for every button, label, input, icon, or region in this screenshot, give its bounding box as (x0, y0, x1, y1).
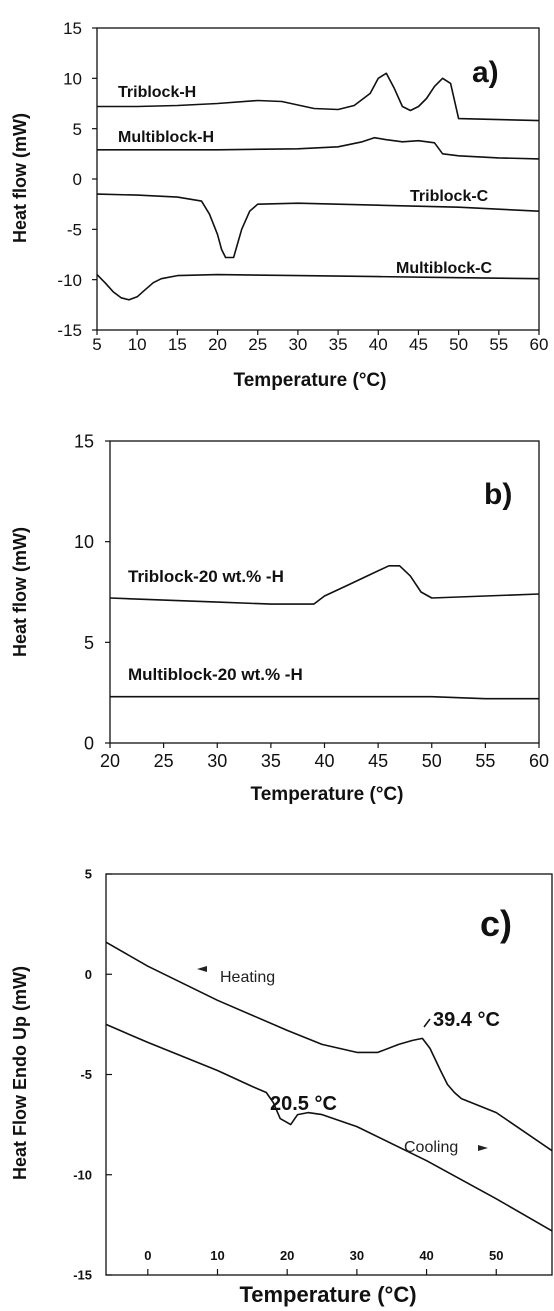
x-tick-label: 30 (350, 1248, 364, 1263)
panel-c-series (105, 941, 553, 1232)
y-tick-label: 0 (85, 967, 92, 982)
panel-a: -15 -10 -5 0 5 10 15 5 10 15 20 25 30 35 40 45 50 55 60 a… (10, 19, 548, 391)
series-line-triblock-h (97, 72, 540, 122)
panel-b-y-axis-label: Heat flow (mW) (10, 527, 30, 657)
x-tick-label: 45 (368, 751, 388, 771)
panel-a-x-ticks: 5 10 15 20 25 30 35 40 45 50 55 60 (92, 330, 548, 354)
x-tick-label: 40 (369, 335, 388, 354)
y-tick-label: 10 (74, 532, 94, 552)
x-tick-label: 50 (422, 751, 442, 771)
series-label-triblock-h: Triblock-H (118, 84, 196, 101)
x-tick-label: 20 (208, 335, 227, 354)
series-line-multiblock-20-wt-h (110, 695, 539, 700)
series-line-triblock-c (96, 193, 540, 259)
x-tick-label: 30 (288, 335, 307, 354)
panel-b-series (109, 564, 540, 700)
x-tick-label: 10 (128, 335, 147, 354)
heating-label: Heating (220, 969, 275, 986)
y-tick-label: 5 (84, 633, 94, 653)
x-tick-label: 20 (100, 751, 120, 771)
y-tick-label: 5 (85, 867, 92, 882)
cooling-label: Cooling (404, 1139, 458, 1156)
y-tick-label: 15 (74, 431, 94, 451)
y-tick-label: 10 (63, 69, 82, 88)
series-label-triblock-20-h: Triblock-20 wt.% -H (128, 567, 284, 586)
peak-leader-heating (423, 1018, 431, 1028)
x-tick-label: 55 (475, 751, 495, 771)
y-tick-label: 15 (63, 19, 82, 38)
panel-b-label: b) (484, 478, 512, 511)
peak-label-cooling: 20.5 °C (270, 1093, 337, 1115)
panel-c-x-axis-label: Temperature (°C) (239, 1282, 416, 1307)
panel-b-y-ticks: 0 5 10 15 (74, 431, 110, 753)
x-tick-label: 45 (409, 335, 428, 354)
x-tick-label: 40 (314, 751, 334, 771)
panel-c-y-ticks: -15 -10 -5 0 5 (73, 867, 112, 1283)
panel-c-x-ticks: 0 10 20 30 40 50 (144, 1248, 503, 1275)
series-line-cooling (105, 1023, 553, 1232)
x-tick-label: 5 (92, 335, 101, 354)
cooling-arrow-icon (478, 1145, 488, 1151)
y-tick-label: -5 (67, 220, 82, 239)
panel-a-y-ticks: -15 -10 -5 0 5 10 15 (57, 19, 97, 340)
x-tick-label: 60 (530, 335, 549, 354)
peak-label-heating: 39.4 °C (433, 1009, 500, 1031)
panel-a-x-axis-label: Temperature (°C) (234, 370, 387, 391)
x-tick-label: 55 (489, 335, 508, 354)
x-tick-label: 35 (329, 335, 348, 354)
y-tick-label: 0 (73, 170, 82, 189)
series-label-triblock-c: Triblock-C (410, 188, 489, 205)
series-label-multiblock-h: Multiblock-H (118, 129, 214, 146)
series-line-heating (105, 941, 553, 1152)
y-tick-label: -15 (57, 321, 82, 340)
y-tick-label: -10 (73, 1167, 92, 1182)
series-label-multiblock-20-h: Multiblock-20 wt.% -H (128, 665, 303, 684)
panel-b: 0 5 10 15 20 25 30 35 40 45 50 55 60 b) Triblock-20… (10, 431, 549, 805)
panel-b-x-ticks: 20 25 30 35 40 45 50 55 60 (100, 743, 549, 771)
y-tick-label: 5 (73, 120, 82, 139)
series-line-multiblock-h (97, 136, 540, 160)
panel-a-label: a) (472, 56, 499, 89)
panel-c: -15 -10 -5 0 5 0 10 20 30 40 50 c) Heating Coolin… (10, 867, 553, 1307)
x-tick-label: 0 (144, 1248, 151, 1263)
panel-a-y-axis-label: Heat flow (mW) (10, 113, 30, 243)
y-tick-label: -15 (73, 1268, 92, 1283)
panel-c-y-axis-label: Heat Flow Endo Up (mW) (10, 966, 30, 1180)
y-tick-label: 0 (84, 733, 94, 753)
series-label-multiblock-c: Multiblock-C (396, 260, 492, 277)
y-tick-label: -10 (57, 271, 82, 290)
series-line-triblock-20-wt-h (109, 564, 540, 605)
x-tick-label: 30 (207, 751, 227, 771)
panel-a-series (96, 72, 540, 301)
x-tick-label: 50 (489, 1248, 503, 1263)
panel-c-label: c) (480, 903, 512, 944)
x-tick-label: 50 (449, 335, 468, 354)
heating-arrow-icon (197, 966, 207, 972)
x-tick-label: 40 (419, 1248, 433, 1263)
x-tick-label: 25 (154, 751, 174, 771)
x-tick-label: 60 (529, 751, 549, 771)
x-tick-label: 15 (168, 335, 187, 354)
y-tick-label: -5 (80, 1067, 92, 1082)
panel-b-x-axis-label: Temperature (°C) (251, 784, 404, 805)
x-tick-label: 35 (261, 751, 281, 771)
x-tick-label: 20 (280, 1248, 294, 1263)
x-tick-label: 25 (248, 335, 267, 354)
series-line-multiblock-c (96, 273, 540, 301)
x-tick-label: 10 (210, 1248, 224, 1263)
